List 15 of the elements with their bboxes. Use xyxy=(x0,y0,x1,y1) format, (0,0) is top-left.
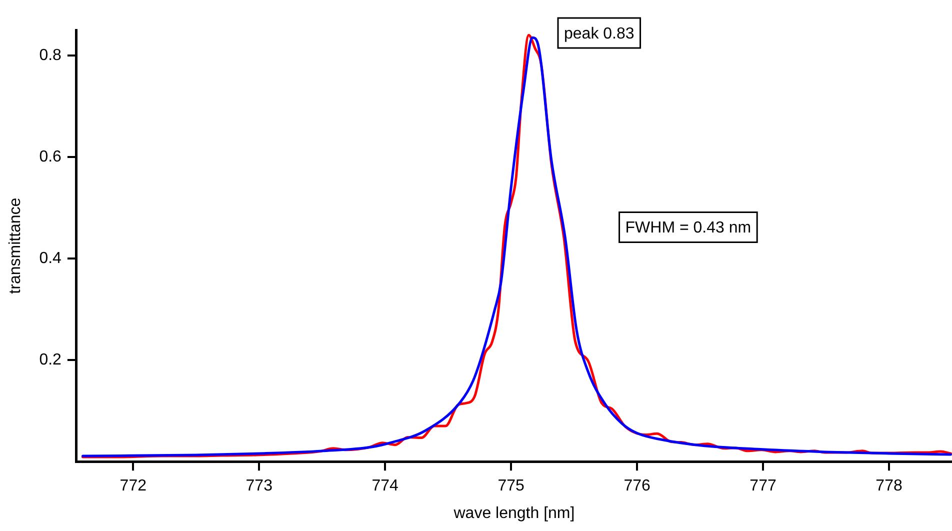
y-tick-label: 0.6 xyxy=(39,148,62,166)
x-tick-label: 774 xyxy=(372,478,399,495)
x-tick-label: 776 xyxy=(624,478,650,495)
x-tick-label: 778 xyxy=(876,478,902,495)
annotation: FWHM = 0.43 nm xyxy=(625,220,752,237)
x-tick-label: 772 xyxy=(120,478,147,495)
y-tick-label: 0.2 xyxy=(39,351,62,368)
x-tick-label: 775 xyxy=(498,478,525,495)
x-axis-title: wave length [nm] xyxy=(452,504,575,522)
y-axis-title: transmittance xyxy=(7,198,24,294)
x-tick-label: 777 xyxy=(750,478,776,495)
x-tick-label: 773 xyxy=(246,478,273,495)
y-tick-label: 0.8 xyxy=(39,46,62,64)
y-tick-label: 0.4 xyxy=(39,250,62,267)
annotation: peak 0.83 xyxy=(564,25,634,42)
